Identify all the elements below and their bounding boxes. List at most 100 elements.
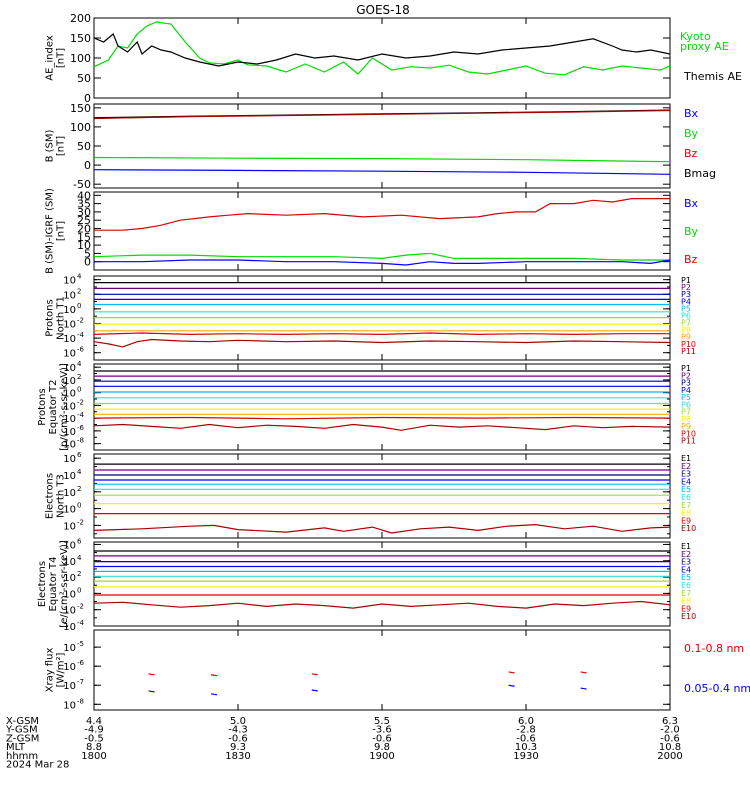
legend-entry: E4: [681, 477, 691, 486]
x-axis-row-value: -0.6: [660, 733, 680, 744]
legend-entry: P7: [681, 408, 691, 417]
y-tick-label: 10: [63, 319, 76, 330]
legend-entry: P6: [681, 400, 691, 409]
x-axis-row-value: 5.5: [374, 716, 390, 727]
y-axis-label: [e/(cm²-s-sr-keV)]: [59, 540, 70, 628]
data-point-0.1-0.8 nm: [508, 671, 515, 674]
y-tick-label: 10: [63, 389, 76, 400]
x-axis-row-value: 10.8: [659, 742, 681, 753]
y-tick-exponent: -8: [77, 697, 84, 705]
x-axis-row-label: Z-GSM: [6, 733, 39, 744]
legend-entry: P1: [681, 276, 691, 285]
series-line-E10: [93, 523, 671, 534]
legend-entry: E1: [681, 454, 691, 463]
y-tick-label: 10: [63, 700, 76, 711]
y-tick-exponent: 0: [77, 302, 81, 310]
x-axis-row-value: 5.0: [230, 716, 246, 727]
series-line-P10: [93, 416, 671, 420]
legend-entry: P6: [681, 311, 691, 320]
x-axis-row-value: 9.3: [230, 742, 246, 753]
x-axis-row-value: -0.6: [516, 733, 536, 744]
legend-entry: P2: [681, 283, 691, 292]
y-axis-label: North T1: [56, 296, 67, 340]
y-tick-label: 25: [77, 214, 91, 227]
y-tick-label: 10: [63, 662, 76, 673]
y-tick-label: 10: [63, 488, 76, 499]
x-axis-row-value: 2000: [657, 751, 682, 762]
panel-frame-6: [93, 541, 671, 627]
legend-entry: E3: [681, 470, 691, 479]
y-tick-exponent: 4: [77, 360, 82, 368]
y-tick-label: 200: [70, 12, 91, 25]
y-tick-exponent: 6: [77, 451, 82, 459]
data-point-0.1-0.8 nm: [311, 673, 318, 676]
x-axis-row-value: 9.8: [374, 742, 390, 753]
y-tick-exponent: -7: [77, 678, 84, 686]
y-axis-label: Xray flux: [45, 648, 56, 693]
legend-entry: P10: [681, 429, 696, 438]
y-tick-label: 10: [63, 376, 76, 387]
y-tick-exponent: 2: [77, 570, 81, 578]
legend-entry: Bz: [684, 253, 698, 266]
legend-entry: E7: [681, 589, 691, 598]
legend-entry: Bx: [684, 197, 699, 210]
series-line-By: [93, 252, 670, 261]
x-axis-row-value: 1900: [369, 751, 394, 762]
y-axis-label: [p/(cm²-s-sr-keV)]: [59, 363, 70, 451]
y-tick-label: 10: [63, 557, 76, 568]
legend-entry: P11: [681, 347, 696, 356]
y-tick-label: 10: [63, 305, 76, 316]
legend-entry: P3: [681, 290, 691, 299]
panel-frame-7: [93, 629, 671, 711]
legend-entry: P5: [681, 393, 691, 402]
series-line-Kyoto proxy AE: [93, 21, 671, 76]
y-tick-exponent: 4: [77, 273, 82, 281]
y-tick-exponent: -5: [77, 640, 84, 648]
data-point-0.05-0.4 nm: [311, 689, 318, 692]
y-tick-exponent: -6: [77, 659, 85, 667]
y-axis-label: North T3: [56, 474, 67, 518]
y-tick-exponent: -4: [77, 619, 85, 627]
panel-frame-0: [93, 17, 671, 99]
legend-entry: E2: [681, 462, 691, 471]
legend-entry: E4: [681, 565, 691, 574]
legend-entry: P7: [681, 319, 691, 328]
panel-frame-4: [93, 363, 671, 451]
legend-entry: E6: [681, 493, 691, 502]
y-tick-label: 0: [84, 159, 91, 172]
legend-entry: P5: [681, 304, 691, 313]
y-tick-label: 40: [77, 189, 91, 202]
y-tick-label: 10: [63, 440, 76, 451]
legend-entry: P1: [681, 364, 691, 373]
legend-entry: P9: [681, 333, 691, 342]
legend-entry: E3: [681, 558, 691, 567]
y-tick-label: 150: [70, 102, 91, 115]
y-tick-label: 0: [84, 256, 91, 269]
y-tick-label: 10: [63, 589, 76, 600]
legend-entry: E10: [681, 524, 696, 533]
y-tick-label: 20: [77, 223, 91, 236]
y-tick-exponent: -4: [77, 411, 85, 419]
legend-entry: E9: [681, 604, 691, 613]
series-line-P11: [93, 338, 671, 348]
y-axis-label: AE_index: [45, 35, 56, 81]
x-axis-row-value: -2.0: [660, 725, 680, 736]
y-tick-exponent: -2: [77, 398, 84, 406]
legend-entry: 0.05-0.4 nm: [684, 682, 750, 695]
x-axis-row-label: hhmm: [6, 751, 38, 762]
y-tick-label: 10: [63, 681, 76, 692]
y-axis-label: [nT]: [56, 136, 67, 156]
y-axis-label: [nT]: [56, 221, 67, 241]
data-point-0.05-0.4 nm: [508, 684, 515, 687]
series-line-Bx: [93, 169, 671, 175]
x-axis-row-value: -0.5: [84, 733, 104, 744]
legend-entry: E6: [681, 581, 691, 590]
y-tick-exponent: 4: [77, 468, 82, 476]
y-tick-label: 10: [63, 363, 76, 374]
y-tick-label: 10: [63, 622, 76, 633]
date-label: 2024 Mar 28: [6, 760, 69, 771]
y-tick-exponent: -2: [77, 518, 84, 526]
y-tick-label: 10: [63, 290, 76, 301]
legend-entry: E5: [681, 485, 691, 494]
